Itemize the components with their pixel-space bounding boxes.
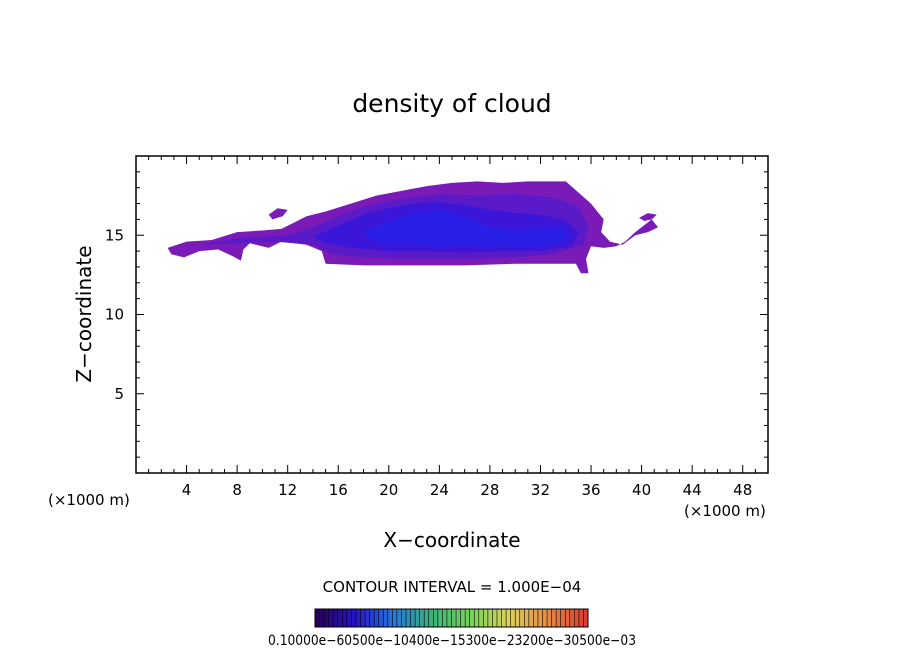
colorbar-labels: 0.10000e−60500e−10400e−15300e−23200e−305…: [268, 633, 636, 649]
colorbar-swatch: [337, 609, 343, 627]
colorbar-swatch: [560, 609, 566, 627]
colorbar-swatch: [446, 609, 452, 627]
colorbar-swatch: [351, 609, 357, 627]
colorbar-swatch: [392, 609, 398, 627]
colorbar-swatch: [487, 609, 493, 627]
x-axis-ticks: [148, 156, 756, 473]
colorbar-swatch: [547, 609, 552, 627]
colorbar-swatch: [478, 609, 484, 627]
colorbar-swatch: [319, 609, 325, 627]
colorbar-swatch: [519, 609, 525, 627]
colorbar-swatch: [365, 609, 370, 627]
colorbar-swatch: [401, 609, 407, 627]
colorbar-frame: [314, 608, 589, 628]
cloud-density-field: [167, 181, 658, 274]
cloud-region-core-5: [363, 209, 569, 247]
colorbar-swatch: [342, 609, 348, 627]
y-tick-label: 10: [105, 306, 124, 324]
colorbar-swatch: [378, 609, 384, 627]
x-tick-label: 48: [733, 481, 752, 499]
colorbar-swatch: [374, 609, 379, 627]
x-axis-tick-labels: 4 8 12 16 20 24 28 32 36 40 44 48: [182, 481, 752, 499]
chart-title: density of cloud: [352, 89, 551, 118]
x-tick-label: 24: [430, 481, 449, 499]
colorbar-swatch: [551, 609, 557, 627]
colorbar-swatch: [565, 609, 571, 627]
colorbar-swatch: [501, 609, 507, 627]
colorbar-swatch: [492, 609, 498, 627]
colorbar-swatch: [510, 609, 516, 627]
y-tick-label: 5: [114, 385, 124, 403]
x-tick-label: 4: [182, 481, 192, 499]
colorbar-swatch: [419, 609, 425, 627]
colorbar-swatch: [469, 609, 475, 627]
colorbar-swatch: [574, 609, 580, 627]
colorbar-swatch: [578, 609, 584, 627]
x-tick-label: 20: [379, 481, 398, 499]
x-tick-label: 36: [581, 481, 600, 499]
colorbar-swatch: [369, 609, 375, 627]
colorbar-swatch: [424, 609, 430, 627]
colorbar-swatch: [556, 609, 561, 627]
x-tick-label: 16: [329, 481, 348, 499]
colorbar-swatch: [437, 609, 443, 627]
colorbar-swatch: [428, 609, 434, 627]
x-tick-label: 12: [278, 481, 297, 499]
colorbar-swatch: [537, 609, 543, 627]
colorbar-swatch: [456, 609, 461, 627]
colorbar-swatch: [324, 609, 329, 627]
y-axis-tick-labels: 5 10 15: [105, 226, 124, 403]
colorbar-swatch: [360, 609, 366, 627]
colorbar-swatch: [483, 609, 489, 627]
y-axis-label: Z−coordinate: [72, 245, 96, 382]
colorbar-swatch: [396, 609, 402, 627]
x-tick-label: 32: [531, 481, 550, 499]
colorbar-swatch: [415, 609, 420, 627]
x-tick-label: 28: [480, 481, 499, 499]
colorbar-swatch: [333, 609, 339, 627]
y-axis-ticks: [136, 171, 768, 458]
colorbar: [314, 609, 589, 627]
x-tick-label: 8: [232, 481, 242, 499]
cloud-region-outer-1: [268, 208, 288, 220]
colorbar-swatch: [524, 609, 530, 627]
colorbar-swatch: [442, 609, 448, 627]
cloud-region-outer-2: [639, 213, 657, 221]
colorbar-swatch: [460, 609, 466, 627]
colorbar-swatch: [451, 609, 457, 627]
x-tick-label: 44: [683, 481, 702, 499]
colorbar-swatch: [433, 609, 439, 627]
colorbar-swatch: [315, 609, 320, 627]
y-tick-label: 15: [105, 226, 124, 244]
x-tick-label: 40: [632, 481, 651, 499]
colorbar-swatch: [583, 609, 589, 627]
colorbar-swatch: [355, 609, 361, 627]
colorbar-swatch: [569, 609, 575, 627]
colorbar-swatch: [533, 609, 539, 627]
colorbar-swatch: [542, 609, 548, 627]
colorbar-swatch: [410, 609, 416, 627]
x-axis-label: X−coordinate: [383, 528, 520, 552]
x-unit-left: (×1000 m): [48, 491, 130, 509]
contour-interval-text: CONTOUR INTERVAL = 1.000E−04: [323, 578, 582, 596]
colorbar-swatch: [387, 609, 393, 627]
colorbar-swatch: [328, 609, 334, 627]
colorbar-swatch: [406, 609, 411, 627]
colorbar-swatch: [515, 609, 521, 627]
colorbar-swatch: [346, 609, 352, 627]
colorbar-swatch: [383, 609, 389, 627]
colorbar-swatch: [474, 609, 480, 627]
x-unit-right: (×1000 m): [684, 502, 766, 520]
colorbar-swatch: [528, 609, 534, 627]
colorbar-swatch: [465, 609, 470, 627]
colorbar-swatch: [497, 609, 502, 627]
colorbar-swatch: [506, 609, 511, 627]
